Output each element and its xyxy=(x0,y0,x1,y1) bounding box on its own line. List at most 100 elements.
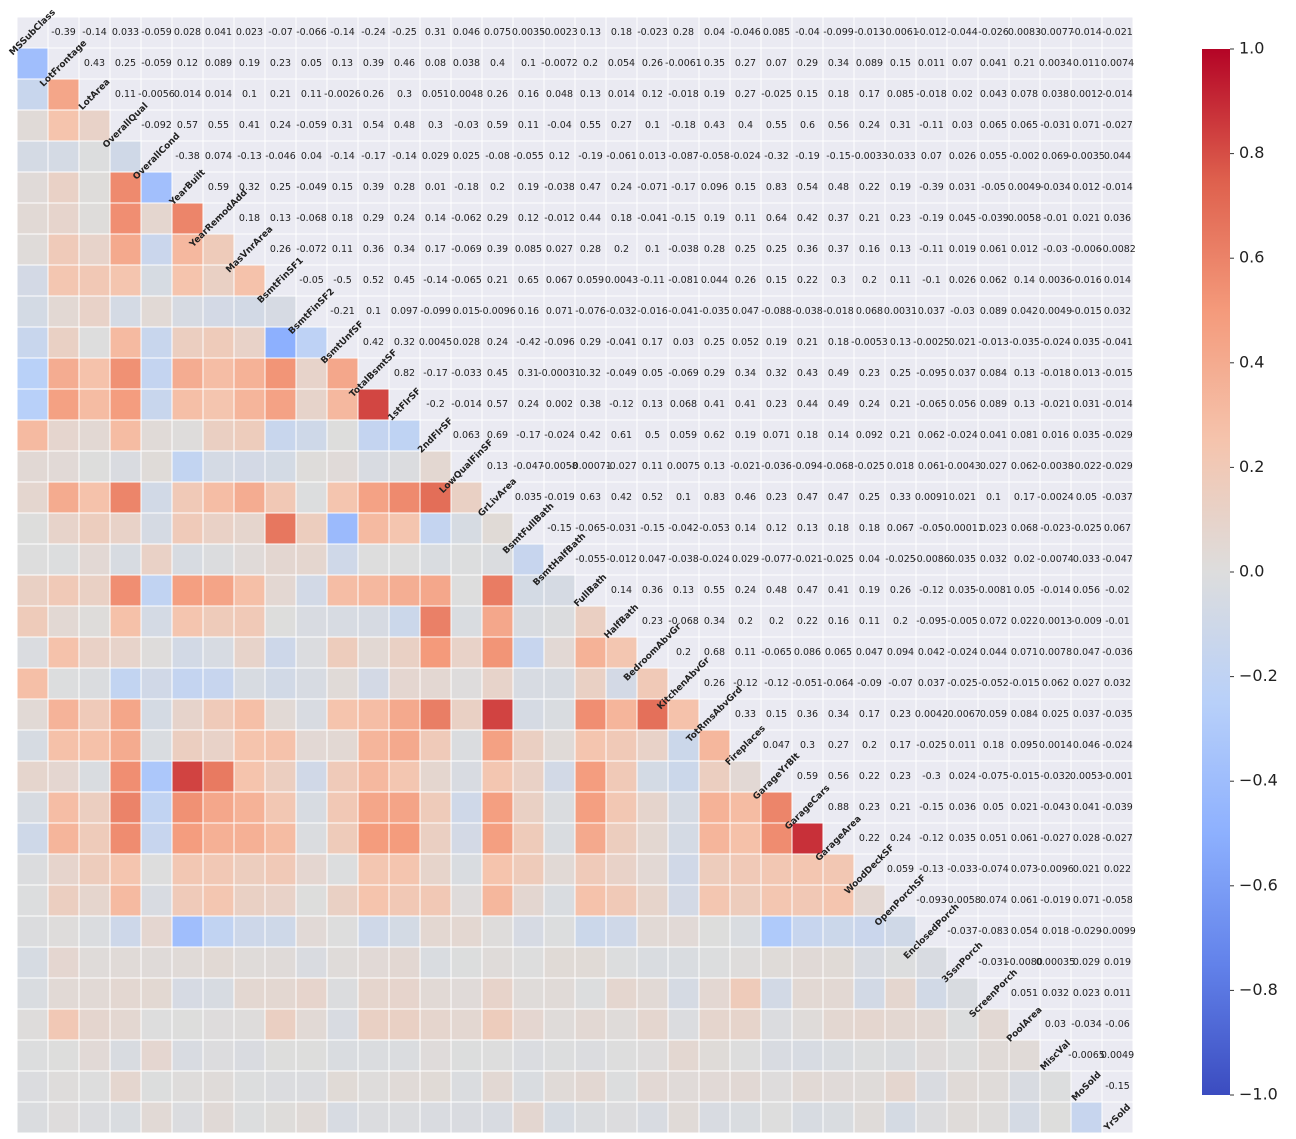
heatmap-cell xyxy=(171,1101,204,1134)
heatmap-cell xyxy=(264,915,297,948)
value-label: -0.075 xyxy=(978,771,1009,782)
empty-cell xyxy=(1101,233,1134,266)
value-label: 0.36 xyxy=(797,709,818,720)
empty-cell xyxy=(574,78,607,111)
value-label: -0.094 xyxy=(792,461,823,472)
heatmap-cell xyxy=(16,822,49,855)
value-label: -0.074 xyxy=(978,864,1009,875)
value-label: 0.23 xyxy=(890,771,911,782)
empty-cell xyxy=(853,698,886,731)
value-label: 0.41 xyxy=(704,399,725,410)
heatmap-cell xyxy=(512,791,545,824)
heatmap-cell xyxy=(357,1039,390,1072)
heatmap-cell xyxy=(140,946,173,979)
value-label: 0.15 xyxy=(766,709,787,720)
empty-cell xyxy=(109,109,142,142)
value-label: 0.056 xyxy=(949,399,976,410)
empty-cell xyxy=(946,698,979,731)
heatmap-cell xyxy=(419,1008,452,1041)
value-label: -0.05 xyxy=(981,182,1006,193)
value-label: 0.071 xyxy=(1073,120,1100,131)
empty-cell xyxy=(357,140,390,173)
heatmap-cell xyxy=(543,822,576,855)
empty-cell xyxy=(791,667,824,700)
empty-cell xyxy=(853,171,886,204)
value-label: 0.024 xyxy=(949,771,976,782)
heatmap-cell xyxy=(388,543,421,576)
empty-cell xyxy=(1039,109,1072,142)
value-label: 0.1 xyxy=(676,492,691,503)
value-label: 0.0083 xyxy=(1008,27,1041,38)
heatmap-cell xyxy=(140,543,173,576)
heatmap-cell xyxy=(357,574,390,607)
value-label: 0.62 xyxy=(704,430,725,441)
empty-cell xyxy=(326,78,359,111)
empty-cell xyxy=(946,853,979,886)
value-label: -0.066 xyxy=(296,27,327,38)
empty-cell xyxy=(667,264,700,297)
empty-cell xyxy=(760,16,793,49)
heatmap-cell xyxy=(481,977,514,1010)
heatmap-cell xyxy=(388,667,421,700)
empty-cell xyxy=(202,171,235,204)
heatmap-cell xyxy=(543,915,576,948)
heatmap-cell xyxy=(419,1070,452,1103)
empty-cell xyxy=(264,16,297,49)
heatmap-cell xyxy=(791,1008,824,1041)
heatmap-cell xyxy=(605,915,638,948)
empty-cell xyxy=(636,295,669,328)
heatmap-cell xyxy=(202,605,235,638)
empty-cell xyxy=(822,481,855,514)
heatmap-cell xyxy=(574,1039,607,1072)
value-label: 0.026 xyxy=(949,151,976,162)
value-label: 0.00035 xyxy=(1036,957,1075,968)
heatmap-cell xyxy=(78,326,111,359)
value-label: -0.018 xyxy=(916,89,947,100)
empty-cell xyxy=(1039,729,1072,762)
heatmap-cell xyxy=(233,543,266,576)
heatmap-cell xyxy=(853,884,886,917)
heatmap-cell xyxy=(16,109,49,142)
value-label: 0.14 xyxy=(425,213,446,224)
empty-cell xyxy=(450,264,483,297)
value-label: 0.24 xyxy=(890,833,911,844)
value-label: -0.019 xyxy=(544,492,575,503)
heatmap-cell xyxy=(295,450,328,483)
heatmap-cell xyxy=(47,946,80,979)
heatmap-cell xyxy=(78,698,111,731)
value-label: -0.015 xyxy=(1009,678,1040,689)
heatmap-cell xyxy=(419,946,452,979)
heatmap-cell xyxy=(698,884,731,917)
value-label: -0.015 xyxy=(1009,771,1040,782)
value-label: 0.1 xyxy=(521,58,536,69)
value-label: 0.035 xyxy=(949,585,976,596)
empty-cell xyxy=(822,264,855,297)
value-label: 0.036 xyxy=(949,802,976,813)
value-label: -0.059 xyxy=(141,27,172,38)
heatmap-cell xyxy=(295,357,328,390)
heatmap-cell xyxy=(16,884,49,917)
heatmap-cell xyxy=(202,450,235,483)
value-label: -0.12 xyxy=(609,399,634,410)
heatmap-cell xyxy=(109,853,142,886)
value-label: 0.27 xyxy=(611,120,632,131)
heatmap-cell xyxy=(388,729,421,762)
value-label: 0.025 xyxy=(453,151,480,162)
value-label: 0.0049 xyxy=(1039,306,1072,317)
empty-cell xyxy=(822,636,855,669)
empty-cell xyxy=(946,388,979,421)
empty-cell xyxy=(543,543,576,576)
value-label: -0.064 xyxy=(823,678,854,689)
heatmap-cell xyxy=(295,667,328,700)
empty-cell xyxy=(1101,791,1134,824)
heatmap-cell xyxy=(140,1008,173,1041)
heatmap-cell xyxy=(729,915,762,948)
value-label: 0.0091 xyxy=(915,492,948,503)
value-label: -0.021 xyxy=(792,554,823,565)
empty-cell xyxy=(1070,698,1103,731)
value-label: -0.058 xyxy=(1102,895,1133,906)
empty-cell xyxy=(884,47,917,80)
heatmap-cell xyxy=(574,1008,607,1041)
value-label: -0.0043 xyxy=(944,461,981,472)
colorbar-tick-label: −0.6 xyxy=(1239,875,1278,894)
